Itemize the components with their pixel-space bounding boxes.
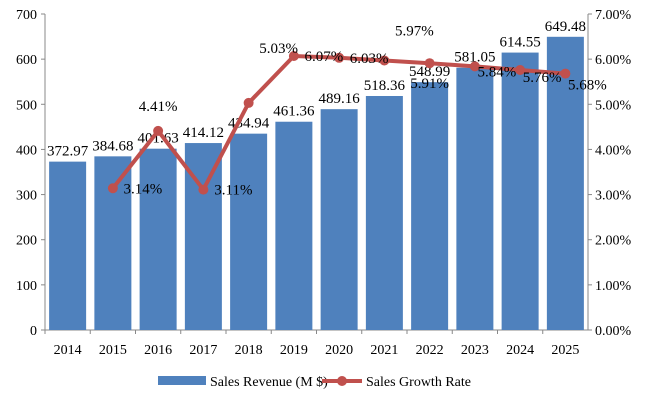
growth-value-label: 5.68% [568, 78, 607, 94]
bar-value-label: 614.55 [500, 35, 541, 51]
bar-value-label: 461.36 [273, 104, 315, 120]
bar-2025 [546, 36, 584, 330]
left-tick-label: 200 [16, 234, 37, 249]
x-tick-label: 2020 [325, 343, 353, 358]
growth-value-label: 5.91% [410, 76, 449, 92]
bar-2014 [49, 161, 87, 330]
growth-value-label: 5.84% [478, 64, 517, 80]
right-tick-label: 6.00% [595, 53, 632, 68]
bar-value-label: 489.16 [319, 91, 361, 107]
bar-2023 [456, 67, 494, 331]
growth-value-label: 5.97% [395, 23, 434, 39]
growth-point-2019 [288, 50, 299, 61]
bar-value-label: 372.97 [47, 144, 89, 160]
left-tick-label: 600 [16, 53, 37, 68]
bar-2021 [365, 95, 403, 330]
growth-point-2024 [515, 64, 526, 75]
growth-value-label: 3.14% [124, 181, 163, 197]
right-tick-label: 7.00% [595, 8, 632, 23]
bar-value-label: 384.68 [92, 138, 133, 154]
x-tick-label: 2023 [461, 343, 489, 358]
left-tick-label: 300 [16, 189, 37, 204]
left-tick-label: 100 [16, 279, 37, 294]
right-tick-label: 2.00% [595, 234, 632, 249]
growth-value-label: 6.03% [350, 51, 389, 67]
growth-point-2016 [153, 125, 164, 136]
growth-value-label: 6.07% [305, 49, 344, 65]
bar-2018 [230, 133, 268, 330]
left-tick-label: 400 [16, 143, 37, 158]
legend-line-marker [337, 376, 347, 386]
growth-point-2022 [424, 58, 435, 69]
x-tick-label: 2019 [280, 343, 308, 358]
growth-value-label: 3.11% [214, 183, 252, 199]
bar-value-label: 649.48 [545, 19, 586, 35]
growth-value-label: 4.41% [139, 99, 178, 115]
x-tick-label: 2021 [370, 343, 398, 358]
bar-2022 [411, 82, 449, 330]
growth-point-2018 [243, 97, 254, 108]
bar-value-label: 581.05 [454, 50, 495, 66]
bar-2019 [275, 121, 313, 330]
right-tick-label: 3.00% [595, 189, 632, 204]
x-tick-label: 2024 [506, 343, 534, 358]
x-tick-label: 2016 [144, 343, 172, 358]
left-tick-label: 0 [30, 324, 37, 339]
bar-2016 [139, 148, 177, 330]
legend-label-revenue: Sales Revenue (M $) [210, 375, 328, 390]
x-tick-label: 2014 [54, 343, 82, 358]
growth-value-label: 5.03% [259, 41, 298, 57]
x-tick-label: 2022 [416, 343, 444, 358]
growth-point-2015 [107, 183, 118, 194]
right-tick-label: 4.00% [595, 143, 632, 158]
x-tick-label: 2015 [99, 343, 127, 358]
bar-2024 [501, 52, 539, 330]
right-tick-label: 5.00% [595, 98, 632, 113]
right-tick-label: 0.00% [595, 324, 632, 339]
legend-label-growth: Sales Growth Rate [366, 375, 471, 390]
right-tick-label: 1.00% [595, 279, 632, 294]
legend-bar-swatch [158, 376, 206, 385]
left-tick-label: 700 [16, 8, 37, 23]
growth-point-2017 [198, 184, 209, 195]
growth-point-2021 [379, 55, 390, 66]
bar-2020 [320, 109, 358, 330]
x-tick-label: 2025 [551, 343, 579, 358]
growth-point-2023 [469, 61, 480, 72]
bar-value-label: 548.99 [409, 64, 450, 80]
growth-value-label: 5.76% [523, 70, 562, 86]
left-tick-label: 500 [16, 98, 37, 113]
x-tick-label: 2018 [235, 343, 263, 358]
growth-point-2020 [334, 52, 345, 63]
bar-value-label: 414.12 [183, 125, 224, 141]
growth-point-2025 [560, 68, 571, 79]
bar-value-label: 518.36 [364, 78, 406, 94]
x-tick-label: 2017 [189, 343, 217, 358]
